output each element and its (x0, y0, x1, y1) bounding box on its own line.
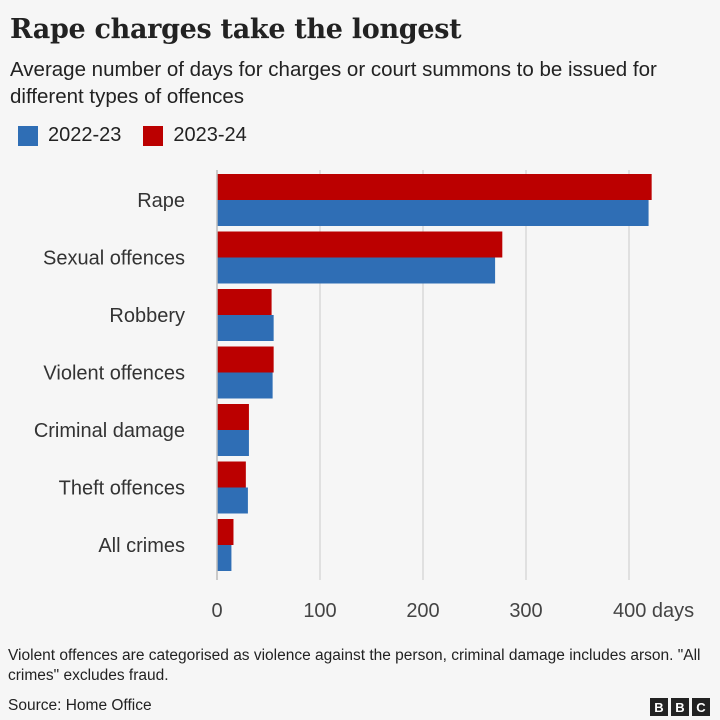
bar-2022-23 (217, 372, 273, 399)
x-tick-label: 100 (303, 600, 336, 622)
bar-2023-24 (217, 174, 652, 200)
bar-2023-24 (217, 289, 272, 315)
legend-label-2023-24: 2023-24 (173, 124, 247, 146)
x-tick-label: 300 (509, 600, 542, 622)
bar-2023-24 (217, 461, 246, 488)
x-tick-label: 400 days (613, 600, 694, 622)
category-label: Robbery (109, 305, 185, 327)
chart-title: Rape charges take the longest (10, 14, 462, 45)
legend-swatch-2022-23 (18, 125, 38, 146)
bar-chart: 0 100 200 300 400 days Rape Sexual offences Rob… (34, 170, 694, 622)
bar-2023-24 (217, 519, 234, 545)
bar-2022-23 (217, 430, 249, 456)
bar-2023-24 (217, 404, 249, 430)
category-label: Theft offences (59, 478, 185, 500)
x-tick-label: 200 (406, 600, 439, 622)
category-label: Violent offences (43, 363, 185, 385)
category-label: All crimes (98, 535, 185, 557)
footnote: Violent offences are categorised as viol… (8, 647, 701, 684)
bar-2022-23 (217, 545, 232, 571)
bar-2022-23 (217, 257, 496, 284)
category-label: Sexual offences (43, 248, 185, 270)
source: Source: Home Office (8, 697, 152, 714)
chart-subtitle: Average number of days for charges or co… (10, 58, 657, 108)
bar-2023-24 (217, 346, 274, 373)
legend: 2022-23 2023-24 (18, 124, 269, 147)
bar-2023-24 (217, 231, 503, 258)
x-tick-label: 0 (211, 600, 222, 622)
category-label: Criminal damage (34, 420, 185, 442)
category-label: Rape (137, 190, 185, 212)
bar-2022-23 (217, 315, 274, 341)
legend-swatch-2023-24 (143, 125, 164, 146)
bar-2022-23 (217, 487, 248, 514)
legend-label-2022-23: 2022-23 (48, 124, 122, 146)
bar-2022-23 (217, 200, 649, 226)
